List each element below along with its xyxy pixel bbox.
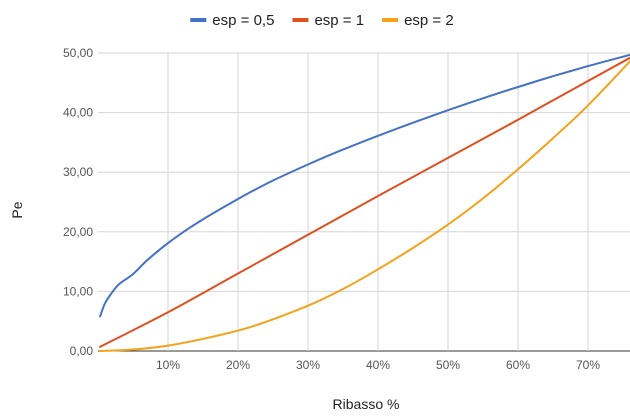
x-tick-label: 40% xyxy=(366,358,390,372)
x-tick-label: 70% xyxy=(576,358,600,372)
series-lines xyxy=(99,53,630,352)
x-tick-label: 30% xyxy=(296,358,320,372)
y-tick-label: 40,00 xyxy=(63,106,93,120)
y-tick-label: 30,00 xyxy=(63,165,93,179)
tick-labels: 0,00 10,00 20,00 30,00 40,00 50,00 10% 20% 30% 40… xyxy=(63,46,600,372)
legend-item: esp = 2 xyxy=(382,12,454,29)
legend-label: esp = 1 xyxy=(314,12,364,29)
x-tick-label: 50% xyxy=(436,358,460,372)
x-axis-title: Ribasso % xyxy=(333,396,400,412)
x-tick-label: 10% xyxy=(156,358,180,372)
series-line-2 xyxy=(99,56,630,348)
legend: esp = 0,5 esp = 1 esp = 2 xyxy=(190,12,454,29)
legend-item: esp = 0,5 xyxy=(190,12,274,29)
y-tick-label: 10,00 xyxy=(63,284,93,298)
y-tick-label: 0,00 xyxy=(70,344,94,358)
gridlines xyxy=(98,52,630,352)
series-line-1 xyxy=(99,53,630,318)
x-tick-label: 20% xyxy=(226,358,250,372)
legend-label: esp = 2 xyxy=(404,12,454,29)
x-tick-label: 60% xyxy=(506,358,530,372)
legend-label: esp = 0,5 xyxy=(212,12,274,29)
series-line-3 xyxy=(99,60,630,352)
y-tick-label: 20,00 xyxy=(63,225,93,239)
y-axis-title: Pe xyxy=(9,201,25,218)
legend-item: esp = 1 xyxy=(292,12,364,29)
y-tick-label: 50,00 xyxy=(63,46,93,60)
